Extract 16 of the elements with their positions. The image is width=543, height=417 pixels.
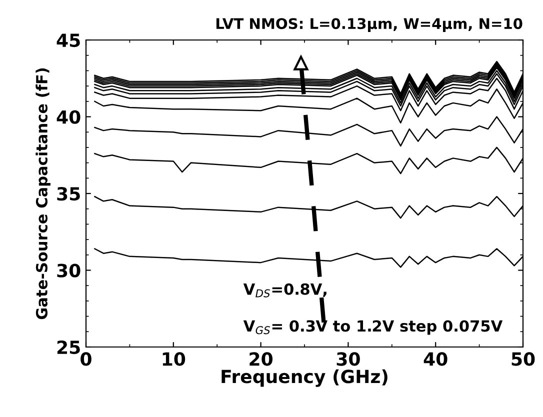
y-tick-label: 25 — [57, 340, 80, 354]
chart-title: LVT NMOS: L=0.13μm, W=4μm, N=10 — [216, 18, 522, 32]
y-tick-label: 40 — [56, 110, 80, 124]
x-tick-label: 30 — [336, 352, 360, 366]
x-tick-label: 50 — [512, 352, 535, 366]
y-tick-label: 35 — [57, 186, 80, 201]
x-tick-label: 10 — [162, 352, 186, 366]
x-tick-label: 20 — [250, 352, 272, 366]
y-tick-label: 45 — [56, 34, 80, 48]
y-axis-title: Gate-Source Capacitance (fF) — [36, 68, 50, 320]
x-tick-label: 40 — [424, 352, 448, 366]
annotation: V$_{DS}$=0.8V, — [243, 283, 326, 298]
x-tick-label: 0 — [80, 352, 92, 366]
x-axis-title: Frequency (GHz) — [222, 369, 388, 387]
annotation: V$_{GS}$= 0.3V to 1.2V step 0.075V — [243, 320, 503, 335]
y-tick-label: 30 — [57, 264, 80, 278]
